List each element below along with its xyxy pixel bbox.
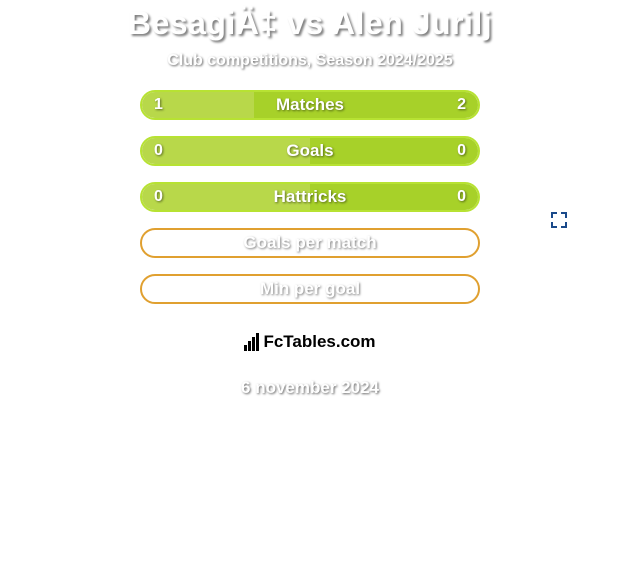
- brand-text: FcTables.com: [244, 332, 375, 352]
- stat-bar-label: Goals per match: [142, 230, 478, 256]
- player-avatar-left-2: [20, 178, 120, 203]
- stat-bar-value-left: 0: [154, 138, 163, 164]
- brand-label: FcTables.com: [263, 332, 375, 352]
- stat-bar-value-right: 0: [457, 138, 466, 164]
- stat-bar-label: Goals: [142, 138, 478, 164]
- footer-date: 6 november 2024: [0, 378, 620, 398]
- club-logo-placeholder-icon: [551, 212, 567, 228]
- stat-bar-value-left: 0: [154, 184, 163, 210]
- stat-bar-row: Hattricks0 0: [140, 182, 480, 212]
- stat-bar-label: Matches: [142, 92, 478, 118]
- stat-bar-value-right: 2: [457, 92, 466, 118]
- stat-bars-group: Matches12Goals00Hattricks00Goals per mat…: [140, 90, 480, 304]
- stat-bar-row: Min per goal: [140, 274, 480, 304]
- page-subtitle: Club competitions, Season 2024/2025: [0, 52, 620, 70]
- page-title: BesagiÄ‡ vs Alen Jurilj: [0, 5, 620, 42]
- infographic-container: BesagiÄ‡ vs Alen Jurilj Club competition…: [0, 0, 620, 440]
- brand-box: FcTables.com: [202, 320, 418, 364]
- player-avatar-right-2: [508, 178, 610, 262]
- player-avatar-right-1: [510, 125, 612, 150]
- stat-bar-row: Goals per match: [140, 228, 480, 258]
- stat-bar-label: Min per goal: [142, 276, 478, 302]
- bars-logo-icon: [244, 333, 259, 351]
- stat-bar-value-right: 0: [457, 184, 466, 210]
- player-avatar-left-1: [8, 125, 113, 150]
- stat-bar-label: Hattricks: [142, 184, 478, 210]
- stat-bar-row: Goals0 0: [140, 136, 480, 166]
- stat-bar-value-left: 1: [154, 92, 163, 118]
- stat-bar-row: Matches1 2: [140, 90, 480, 120]
